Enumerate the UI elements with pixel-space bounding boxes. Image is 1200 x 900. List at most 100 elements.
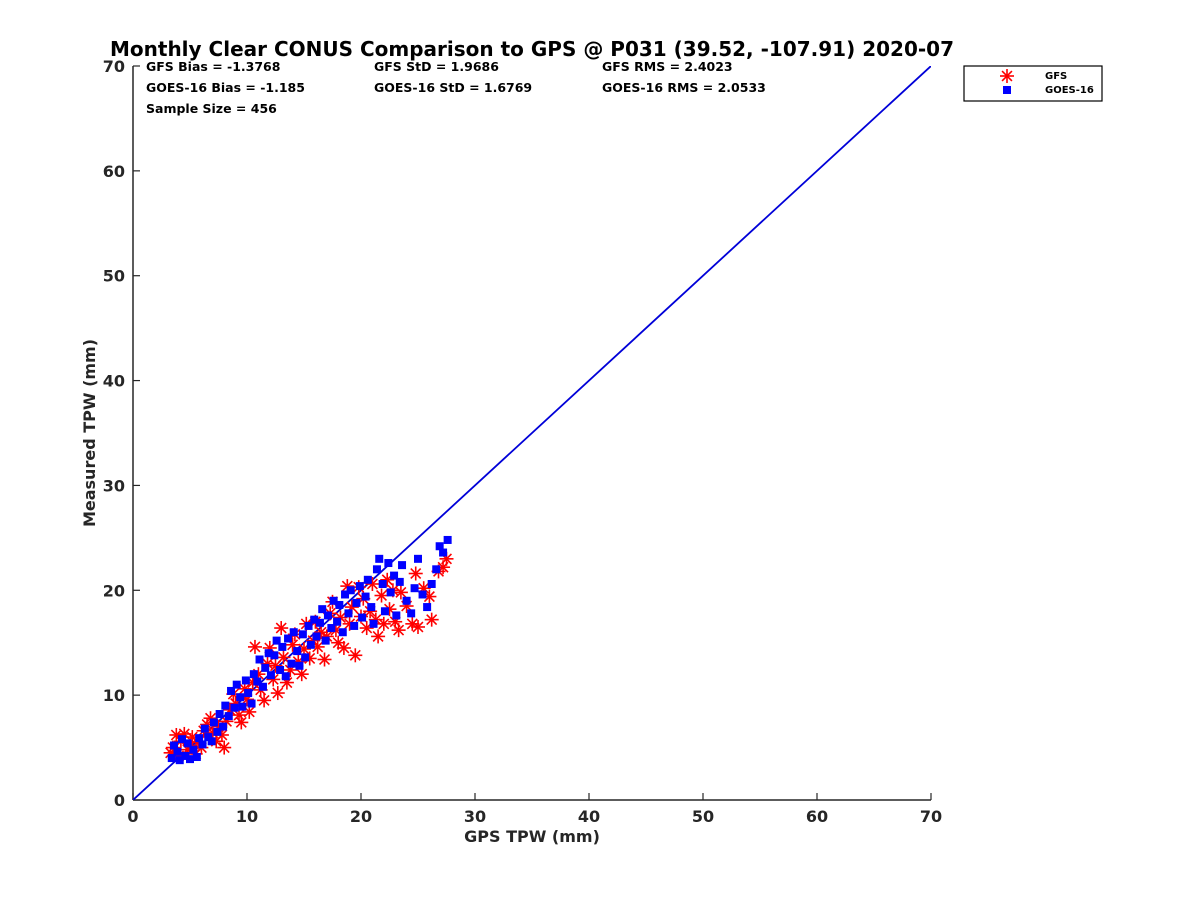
axes <box>132 66 931 801</box>
gfs-point-33 <box>257 693 272 708</box>
goes-16-point-44 <box>293 647 302 656</box>
goes-16-point-1 <box>170 741 179 750</box>
gfs-point-73 <box>371 629 386 644</box>
goes-16-point-78 <box>390 571 399 580</box>
goes-16-point-28 <box>247 699 256 708</box>
goes-16-point-55 <box>323 611 332 620</box>
goes-16-point-29 <box>249 670 258 679</box>
goes-16-point-66 <box>355 582 364 591</box>
goes-16-point-61 <box>341 590 350 599</box>
goes-16-point-75 <box>380 607 389 616</box>
goes-16-point-9 <box>192 753 201 762</box>
y-tick-label-3: 30 <box>103 476 125 495</box>
goes-16-point-68 <box>361 592 370 601</box>
stats-block: GFS Bias = -1.3768 GOES-16 Bias = -1.185… <box>146 59 766 116</box>
gfs-point-19 <box>217 740 232 755</box>
goes-16-point-92 <box>443 535 452 544</box>
data-marks <box>133 66 931 800</box>
gfs-point-65 <box>348 648 363 663</box>
goes-16-point-23 <box>232 680 241 689</box>
goes-16-point-42 <box>287 659 296 668</box>
goes-16-point-69 <box>363 575 372 584</box>
goes-16-point-36 <box>270 651 279 660</box>
gfs-point-84 <box>408 566 423 581</box>
goes-16-point-90 <box>435 542 444 551</box>
goes-16-point-70 <box>367 603 376 612</box>
goes-16-point-38 <box>276 665 285 674</box>
gfs-point-25 <box>234 715 249 730</box>
goes-bias-stat: GOES-16 Bias = -1.185 <box>146 80 305 95</box>
gfs-point-87 <box>422 589 437 604</box>
goes-16-point-6 <box>183 739 192 748</box>
goes-16-point-52 <box>315 618 324 627</box>
gfs-point-40 <box>276 650 291 665</box>
goes-16-point-77 <box>386 588 395 597</box>
goes-16-point-86 <box>418 590 427 599</box>
gfs-point-85 <box>411 619 425 634</box>
y-tick-label-7: 70 <box>103 57 125 76</box>
goes-16-point-51 <box>312 632 321 641</box>
goes-16-point-60 <box>338 628 347 637</box>
goes-16-point-45 <box>295 661 304 670</box>
goes-16-point-59 <box>335 600 344 609</box>
goes-16-point-43 <box>289 628 298 637</box>
x-tick-label-1: 10 <box>236 807 258 826</box>
goes-16-point-32 <box>258 682 267 691</box>
goes-16-point-17 <box>215 710 224 719</box>
goes-16-point-89 <box>432 565 441 574</box>
goes-16-point-18 <box>219 722 228 731</box>
x-tick-label-0: 0 <box>127 807 138 826</box>
gfs-point-30 <box>247 639 262 654</box>
goes-16-point-11 <box>198 740 207 749</box>
goes-16-point-22 <box>230 703 239 712</box>
goes-16-point-54 <box>321 636 330 645</box>
y-tick-label-4: 40 <box>103 372 125 391</box>
goes-16-point-33 <box>261 663 270 672</box>
goes-16-point-16 <box>213 727 222 736</box>
legend-box <box>963 65 1103 102</box>
gfs-point-75 <box>376 616 391 631</box>
gfs-point-80 <box>391 623 406 638</box>
goes-16-point-85 <box>414 554 422 563</box>
goes-16-point-0 <box>167 754 176 763</box>
goes-16-point-80 <box>395 577 404 586</box>
goes-16-point-88 <box>427 579 436 588</box>
goes-16-point-64 <box>350 621 359 630</box>
goes-16-point-40 <box>281 672 290 681</box>
goes-16-point-63 <box>346 586 355 595</box>
goes-16-point-27 <box>244 689 253 698</box>
goes-16-point-82 <box>402 596 411 605</box>
goes-16-point-46 <box>298 630 307 639</box>
goes-16-point-83 <box>407 609 416 618</box>
goes-16-point-2 <box>173 747 182 756</box>
one-to-one-reference-line <box>133 66 931 800</box>
goes-16-point-57 <box>329 596 338 605</box>
gfs-point-83 <box>405 616 420 631</box>
goes-16-point-12 <box>200 724 209 733</box>
goes-16-point-15 <box>209 718 218 727</box>
goes-16-point-58 <box>333 617 342 626</box>
goes-16-point-24 <box>236 693 245 702</box>
goes-16-point-37 <box>272 636 281 645</box>
gfs-point-74 <box>374 588 389 603</box>
goes-16-point-76 <box>384 559 393 568</box>
goes-16-point-39 <box>278 642 287 651</box>
gfs-point-61 <box>336 640 351 655</box>
gfs-point-38 <box>270 686 285 701</box>
x-tick-label-4: 40 <box>578 807 600 826</box>
goes-16-point-48 <box>304 621 313 630</box>
goes-16-point-67 <box>358 613 367 622</box>
goes-16-point-50 <box>310 615 319 624</box>
goes-16-point-21 <box>227 686 236 695</box>
x-tick-label-6: 60 <box>806 807 828 826</box>
goes-16-point-3 <box>175 756 184 765</box>
legend-goes-label: GOES-16 <box>1045 85 1094 96</box>
chart-title: Monthly Clear CONUS Comparison to GPS @ … <box>110 37 954 61</box>
goes-16-point-65 <box>352 598 361 607</box>
goes-16-point-72 <box>372 565 381 574</box>
goes-16-point-8 <box>189 745 198 754</box>
sample-size-stat: Sample Size = 456 <box>146 101 277 116</box>
goes-16-point-7 <box>186 755 194 764</box>
